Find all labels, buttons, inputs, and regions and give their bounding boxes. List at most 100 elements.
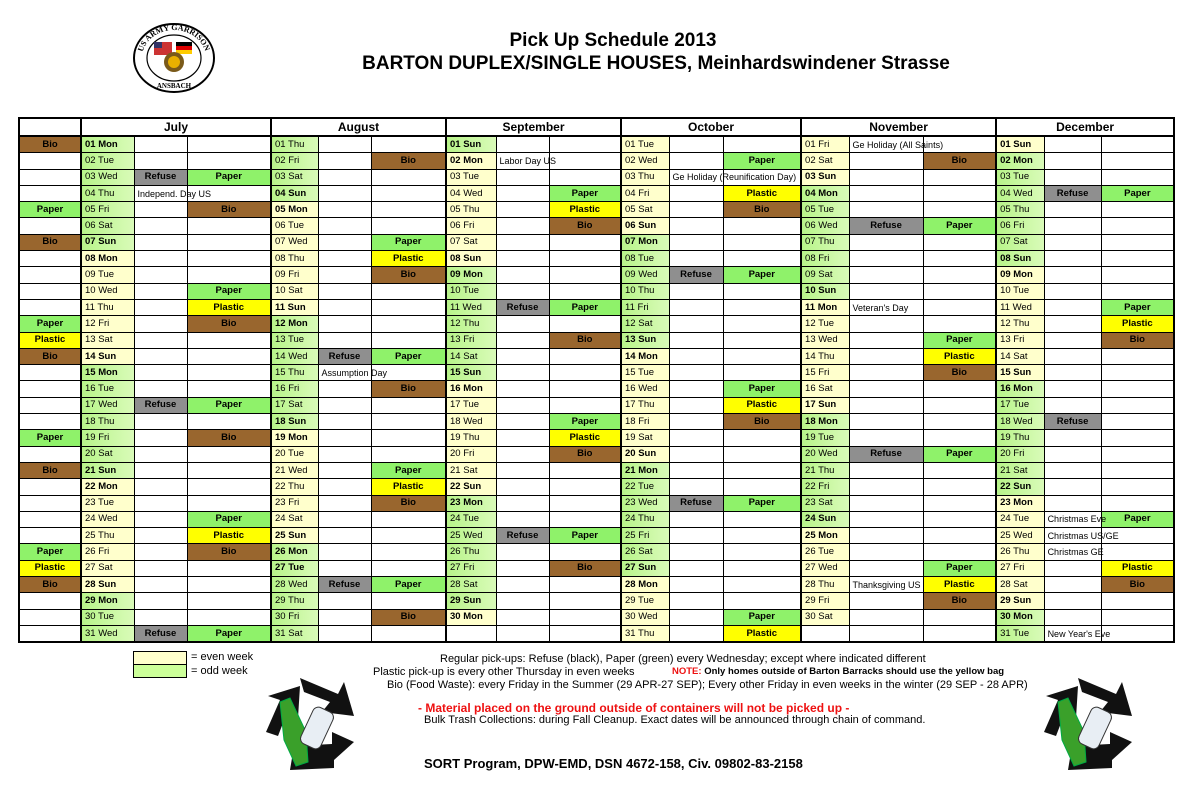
pickup-cell: Paper xyxy=(722,380,802,398)
pickup-cell xyxy=(133,250,188,268)
pickup-cell xyxy=(133,347,188,366)
lead-cell xyxy=(18,364,82,382)
date-cell: 19 Tue xyxy=(800,429,850,447)
pickup-cell xyxy=(1100,266,1175,284)
date-cell: 25 Thu xyxy=(80,527,135,545)
pickup-cell xyxy=(370,315,447,333)
date-cell: 12 Thu xyxy=(445,315,497,333)
pickup-cell xyxy=(922,527,997,545)
pickup-cell xyxy=(317,380,372,398)
date-cell: 06 Wed xyxy=(800,217,850,235)
pickup-cell xyxy=(495,315,550,333)
date-cell: 03 Sat xyxy=(270,168,319,186)
pickup-cell: Paper xyxy=(922,445,997,463)
pickup-cell: Paper xyxy=(370,576,447,594)
pickup-cell xyxy=(317,282,372,300)
pickup-cell xyxy=(722,445,802,463)
date-cell: 16 Tue xyxy=(80,380,135,398)
date-cell: 23 Mon xyxy=(995,494,1045,512)
pickup-cell xyxy=(186,380,272,398)
month-header-row: July August September October November Decemb… xyxy=(18,117,1175,137)
pickup-cell xyxy=(370,527,447,545)
table-row: Paper 05 Fri Bio 05 Mon 05 Thu Plastic 05 Sat B… xyxy=(18,201,1175,219)
pickup-cell xyxy=(848,413,924,431)
pickup-cell: Plastic xyxy=(186,298,272,317)
pickup-cell xyxy=(133,331,188,349)
date-cell: 26 Sat xyxy=(620,543,670,561)
pickup-cell xyxy=(922,250,997,268)
pickup-cell xyxy=(495,184,550,203)
date-cell: 17 Tue xyxy=(445,396,497,415)
pickup-cell xyxy=(370,298,447,317)
pickup-cell xyxy=(186,364,272,382)
date-cell: 15 Mon xyxy=(80,364,135,382)
pickup-cell xyxy=(317,331,372,349)
pickup-cell: Paper xyxy=(548,413,622,431)
pickup-cell: Plastic xyxy=(722,184,802,203)
pickup-cell xyxy=(495,135,550,154)
pickup-cell xyxy=(548,461,622,480)
table-row: 18 Thu 18 Sun 18 Wed Paper 18 Fri Bio 18 Mon 18… xyxy=(18,413,1175,431)
date-cell: 01 Sun xyxy=(445,135,497,154)
table-row: 17 Wed Refuse Paper 17 Sat 17 Tue 17 Thu Plast… xyxy=(18,396,1175,415)
pickup-cell xyxy=(722,592,802,610)
page-title: Pick Up Schedule 2013 xyxy=(509,30,717,51)
date-cell: 27 Tue xyxy=(270,559,319,578)
date-cell: 13 Wed xyxy=(800,331,850,349)
pickup-cell xyxy=(548,478,622,496)
date-cell: 08 Fri xyxy=(800,250,850,268)
pickup-cell xyxy=(668,396,724,415)
pickup-cell xyxy=(1100,135,1175,154)
pickup-cell xyxy=(186,445,272,463)
date-cell: 23 Tue xyxy=(80,494,135,512)
table-row: Paper 19 Fri Bio 19 Mon 19 Thu Plastic 19 Sat 1… xyxy=(18,429,1175,447)
pickup-cell: Refuse xyxy=(133,624,188,643)
pickup-cell: Bio xyxy=(548,445,622,463)
recycle-icon xyxy=(1044,678,1132,770)
table-row: Bio 14 Sun 14 Wed Refuse Paper 14 Sat 14 Mon 14… xyxy=(18,347,1175,366)
date-cell: 25 Mon xyxy=(800,527,850,545)
pickup-cell xyxy=(370,429,447,447)
pickup-cell: Bio xyxy=(370,608,447,626)
table-row: Bio 01 Mon 01 Thu 01 Sun 01 Tue 01 Fri Ge Holi… xyxy=(18,135,1175,154)
pickup-cell xyxy=(495,168,550,186)
lead-cell xyxy=(18,445,82,463)
pickup-cell xyxy=(668,559,724,578)
pickup-cell xyxy=(722,315,802,333)
date-cell: 17 Tue xyxy=(995,396,1045,415)
date-cell: 08 Tue xyxy=(620,250,670,268)
lead-cell xyxy=(18,494,82,512)
lead-cell: Paper xyxy=(18,429,82,447)
date-cell: 20 Sun xyxy=(620,445,670,463)
pickup-cell xyxy=(370,396,447,415)
warning-text: - Material placed on the ground outside … xyxy=(418,701,850,715)
holiday-note: Thanksgiving US xyxy=(848,576,924,594)
pickup-cell xyxy=(668,282,724,300)
pickup-cell xyxy=(133,445,188,463)
lead-cell xyxy=(18,266,82,284)
pickup-cell xyxy=(722,282,802,300)
date-cell: 17 Wed xyxy=(80,396,135,415)
pickup-cell xyxy=(722,217,802,235)
lead-cell: Bio xyxy=(18,347,82,366)
pickup-cell xyxy=(722,461,802,480)
date-cell: 12 Tue xyxy=(800,315,850,333)
date-cell: 16 Wed xyxy=(620,380,670,398)
pickup-cell: Refuse xyxy=(133,168,188,186)
lead-cell xyxy=(18,217,82,235)
pickup-cell xyxy=(133,201,188,219)
pickup-cell: Paper xyxy=(1100,298,1175,317)
date-cell: 08 Thu xyxy=(270,250,319,268)
date-cell: 09 Wed xyxy=(620,266,670,284)
date-cell: 05 Sat xyxy=(620,201,670,219)
pickup-cell xyxy=(495,233,550,252)
date-cell: 02 Tue xyxy=(80,152,135,170)
pickup-cell xyxy=(1100,364,1175,382)
date-cell: 28 Sun xyxy=(80,576,135,594)
date-cell: 31 Thu xyxy=(620,624,670,643)
pickup-cell: Paper xyxy=(186,510,272,529)
pickup-cell xyxy=(548,364,622,382)
pickup-cell xyxy=(370,135,447,154)
date-cell: 22 Sun xyxy=(445,478,497,496)
pickup-cell xyxy=(848,543,924,561)
